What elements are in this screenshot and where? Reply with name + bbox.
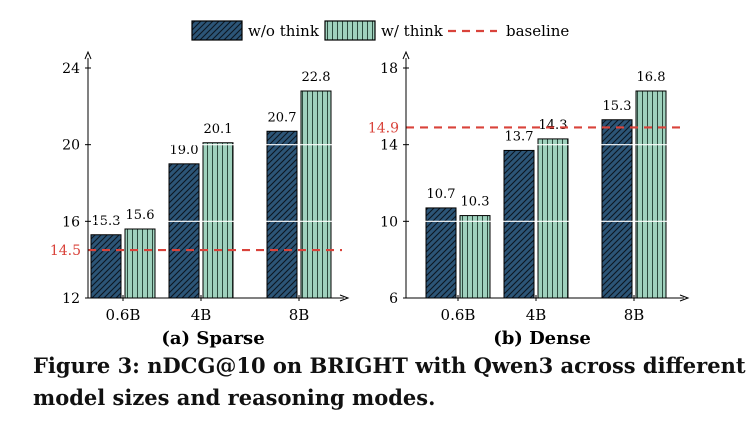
x-axis-arrow <box>679 294 690 302</box>
bar-wo-think-0.6B <box>90 234 122 299</box>
value-label: 19.0 <box>170 143 199 158</box>
bar-w-think-4B <box>202 142 234 299</box>
bar-wo-think-8B <box>266 130 298 299</box>
bar-w-think-0.6B <box>459 215 491 299</box>
baseline-value-label: 14.9 <box>368 120 399 136</box>
y-tick-label: 10 <box>380 214 398 230</box>
y-axis-arrow <box>84 50 92 60</box>
legend: w/o think w/ think baseline <box>191 20 569 41</box>
y-axis-arrow <box>402 50 410 60</box>
bar-w-think-8B <box>300 90 332 299</box>
y-tick-label: 24 <box>62 61 80 77</box>
x-tick-label: 4B <box>191 306 212 324</box>
x-tick-label: 0.6B <box>441 306 476 324</box>
x-tick-label: 0.6B <box>106 306 141 324</box>
y-tick-label: 6 <box>389 291 398 307</box>
bar-w-think-0.6B <box>124 228 156 299</box>
legend-wo-think-label: w/o think <box>248 22 320 40</box>
value-label: 15.3 <box>603 99 632 114</box>
value-label: 10.7 <box>427 187 456 202</box>
y-tick-label: 12 <box>62 291 80 307</box>
legend-w-think-label: w/ think <box>381 22 444 40</box>
y-tick-label: 14 <box>380 138 398 154</box>
value-label: 22.8 <box>302 70 331 85</box>
x-tick-label: 8B <box>624 306 645 324</box>
x-axis-arrow <box>339 294 350 302</box>
y-tick-label: 18 <box>380 61 398 77</box>
value-label: 20.1 <box>204 122 233 137</box>
value-label: 10.3 <box>461 195 490 210</box>
legend-wo-think-swatch <box>191 20 243 41</box>
value-label: 20.7 <box>268 110 297 125</box>
value-label: 16.8 <box>637 70 666 85</box>
figure: w/o think w/ think baseline 15.3 19.0 20.7… <box>50 20 690 349</box>
legend-baseline-label: baseline <box>506 22 569 40</box>
panel-title: (a) Sparse <box>161 328 264 349</box>
bar-w-think-4B <box>537 138 569 299</box>
bar-wo-think-4B <box>168 163 200 299</box>
baseline-value-label: 14.5 <box>50 243 81 259</box>
bar-w-think-8B <box>635 90 667 299</box>
value-label: 14.3 <box>539 118 568 133</box>
value-label: 15.6 <box>126 208 155 223</box>
legend-w-think-swatch <box>324 20 376 41</box>
panel-dense: 10.7 13.7 15.3 10.3 14.3 16.8 14.9 6 10 14 18 0.6B 4… <box>368 50 690 349</box>
figure-caption: Figure 3: nDCG@10 on BRIGHT with Qwen3 a… <box>33 353 746 410</box>
x-tick-label: 4B <box>526 306 547 324</box>
y-tick-label: 16 <box>62 214 80 230</box>
bar-wo-think-4B <box>503 149 535 299</box>
x-tick-label: 8B <box>289 306 310 324</box>
bar-wo-think-0.6B <box>425 207 457 299</box>
panel-sparse: 15.319.020.715.620.122.814.5121620240.6B… <box>50 50 350 349</box>
y-tick-label: 20 <box>62 138 80 154</box>
value-label: 13.7 <box>505 129 534 144</box>
panel-title: (b) Dense <box>493 328 591 349</box>
bar-wo-think-8B <box>601 119 633 299</box>
